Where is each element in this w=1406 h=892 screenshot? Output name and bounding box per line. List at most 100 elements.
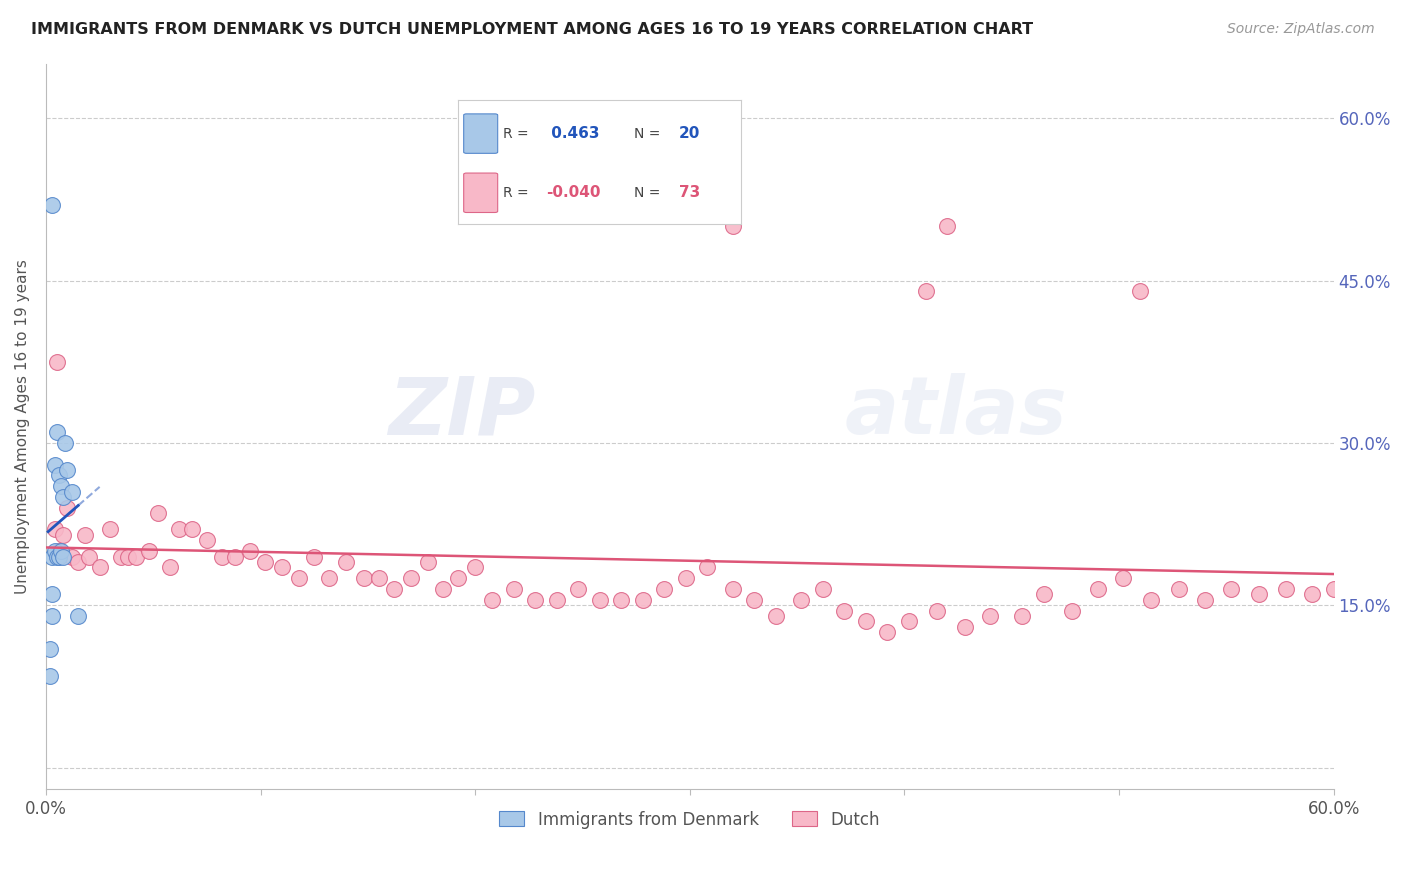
Point: [567, 582, 589, 596]
Point: [159, 560, 181, 574]
Point: [481, 592, 503, 607]
Point: [631, 592, 654, 607]
Point: [167, 523, 190, 537]
Point: [464, 560, 486, 574]
Point: [49, 479, 72, 493]
Point: [855, 615, 877, 629]
Point: [399, 571, 422, 585]
Point: [60, 549, 83, 564]
Point: [447, 571, 470, 585]
Point: [49, 544, 72, 558]
Point: [39, 668, 62, 682]
Point: [721, 219, 744, 234]
Point: [117, 549, 139, 564]
Point: [432, 582, 454, 596]
Point: [288, 571, 311, 585]
Point: [39, 641, 62, 656]
Point: [1194, 592, 1216, 607]
Point: [353, 571, 375, 585]
Point: [811, 582, 834, 596]
Point: [45, 425, 67, 439]
Point: [89, 560, 111, 574]
Text: Source: ZipAtlas.com: Source: ZipAtlas.com: [1227, 22, 1375, 37]
Point: [48, 468, 70, 483]
Point: [876, 625, 898, 640]
Point: [45, 549, 67, 564]
Point: [652, 582, 675, 596]
Point: [302, 549, 325, 564]
Point: [936, 219, 959, 234]
Point: [98, 523, 121, 537]
Point: [1087, 582, 1109, 596]
Point: [382, 582, 405, 596]
Point: [73, 528, 96, 542]
Point: [1032, 587, 1054, 601]
Point: [224, 549, 246, 564]
Point: [239, 544, 262, 558]
Point: [1323, 582, 1346, 596]
Point: [110, 549, 132, 564]
Point: [1301, 587, 1323, 601]
Point: [41, 587, 63, 601]
Point: [953, 620, 976, 634]
Point: [67, 555, 90, 569]
Point: [1168, 582, 1191, 596]
Point: [56, 463, 79, 477]
Point: [524, 592, 547, 607]
Point: [742, 592, 765, 607]
Point: [41, 609, 63, 624]
Point: [271, 560, 294, 574]
Point: [138, 544, 160, 558]
Point: [790, 592, 813, 607]
Point: [44, 544, 66, 558]
Point: [48, 549, 70, 564]
Point: [765, 609, 787, 624]
Point: [52, 490, 75, 504]
Point: [77, 549, 100, 564]
Point: [41, 549, 63, 564]
Point: [367, 571, 389, 585]
Point: [1140, 592, 1163, 607]
Point: [180, 523, 202, 537]
Point: [915, 285, 938, 299]
Point: [1129, 285, 1152, 299]
Point: [45, 354, 67, 368]
Point: [1060, 604, 1083, 618]
Point: [589, 592, 612, 607]
Point: [48, 544, 70, 558]
Point: [318, 571, 340, 585]
Y-axis label: Unemployment Among Ages 16 to 19 years: Unemployment Among Ages 16 to 19 years: [15, 260, 30, 594]
Point: [1247, 587, 1270, 601]
Point: [1011, 609, 1033, 624]
Point: [675, 571, 697, 585]
Point: [211, 549, 233, 564]
Point: [52, 528, 75, 542]
Point: [721, 582, 744, 596]
Point: [56, 500, 79, 515]
Point: [335, 555, 357, 569]
Point: [979, 609, 1001, 624]
Point: [834, 604, 856, 618]
Point: [52, 549, 75, 564]
Point: [696, 560, 718, 574]
Point: [253, 555, 276, 569]
Point: [195, 533, 218, 548]
Point: [60, 484, 83, 499]
Point: [125, 549, 148, 564]
Point: [925, 604, 948, 618]
Point: [416, 555, 439, 569]
Point: [546, 592, 568, 607]
Point: [44, 523, 66, 537]
Point: [1219, 582, 1241, 596]
Text: ZIP: ZIP: [388, 373, 536, 451]
Point: [1275, 582, 1298, 596]
Point: [1112, 571, 1135, 585]
Point: [146, 506, 169, 520]
Text: atlas: atlas: [845, 373, 1067, 451]
Legend: Immigrants from Denmark, Dutch: Immigrants from Denmark, Dutch: [494, 804, 887, 835]
Point: [41, 198, 63, 212]
Point: [502, 582, 524, 596]
Point: [610, 592, 633, 607]
Point: [897, 615, 920, 629]
Point: [44, 458, 66, 472]
